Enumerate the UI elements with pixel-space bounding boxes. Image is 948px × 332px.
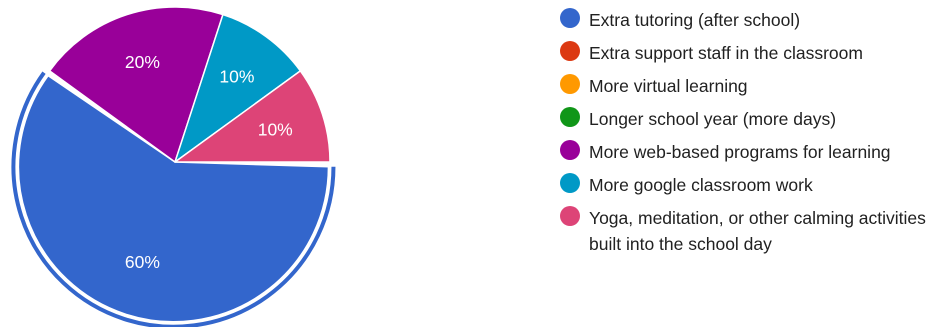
legend-item-longer-school-year-more-days: Longer school year (more days): [560, 106, 948, 132]
legend-swatch-icon: [560, 8, 580, 28]
legend-item-more-web-based-programs-for-learning: More web-based programs for learning: [560, 139, 948, 165]
slice-label-extra-tutoring-after-school: 60%: [125, 252, 160, 272]
legend-item-more-virtual-learning: More virtual learning: [560, 73, 948, 99]
legend-item-extra-support-staff-in-the-classroom: Extra support staff in the classroom: [560, 40, 948, 66]
pie-slice-more-web-based-programs-for-learning: [48, 6, 224, 163]
legend-swatch-icon: [560, 140, 580, 160]
legend-swatch-icon: [560, 74, 580, 94]
slice-label-yoga-meditation-or-other-calming-activities-built-into-the-school-day: 10%: [258, 119, 293, 139]
pie-slice-extra-tutoring-after-school: [17, 74, 330, 323]
legend-label: Extra tutoring (after school): [589, 10, 801, 30]
legend-swatch-icon: [560, 206, 580, 226]
legend-label: Extra support staff in the classroom: [589, 43, 863, 63]
legend-label: Yoga, meditation, or other calming activ…: [589, 208, 926, 254]
legend-label: More virtual learning: [589, 76, 748, 96]
pie-chart: 60% 20% 10% 10%: [11, 6, 336, 329]
pie-chart-svg: 60% 20% 10% 10%: [11, 6, 336, 329]
slice-label-more-google-classroom-work: 10%: [219, 67, 254, 87]
pie-slice-highlight-extra-tutoring-after-school: [11, 71, 336, 329]
legend-label: Longer school year (more days): [589, 109, 837, 129]
pie-slice-yoga-meditation-or-other-calming-activities-built-into-the-school-day: [174, 70, 331, 163]
legend-label: More web-based programs for learning: [589, 142, 891, 162]
legend-item-more-google-classroom-work: More google classroom work: [560, 172, 948, 198]
legend-label: More google classroom work: [589, 175, 813, 195]
legend-item-yoga-meditation-or-other-calming-activities-built-into-the-school-day: Yoga, meditation, or other calming activ…: [560, 205, 948, 257]
slice-label-more-web-based-programs-for-learning: 20%: [125, 52, 160, 72]
legend-swatch-icon: [560, 107, 580, 127]
pie-slice-more-google-classroom-work: [174, 13, 302, 163]
legend-swatch-icon: [560, 41, 580, 61]
legend-item-extra-tutoring-after-school: Extra tutoring (after school): [560, 7, 948, 33]
chart-legend: Extra tutoring (after school) Extra suppo…: [560, 7, 948, 264]
legend-swatch-icon: [560, 173, 580, 193]
